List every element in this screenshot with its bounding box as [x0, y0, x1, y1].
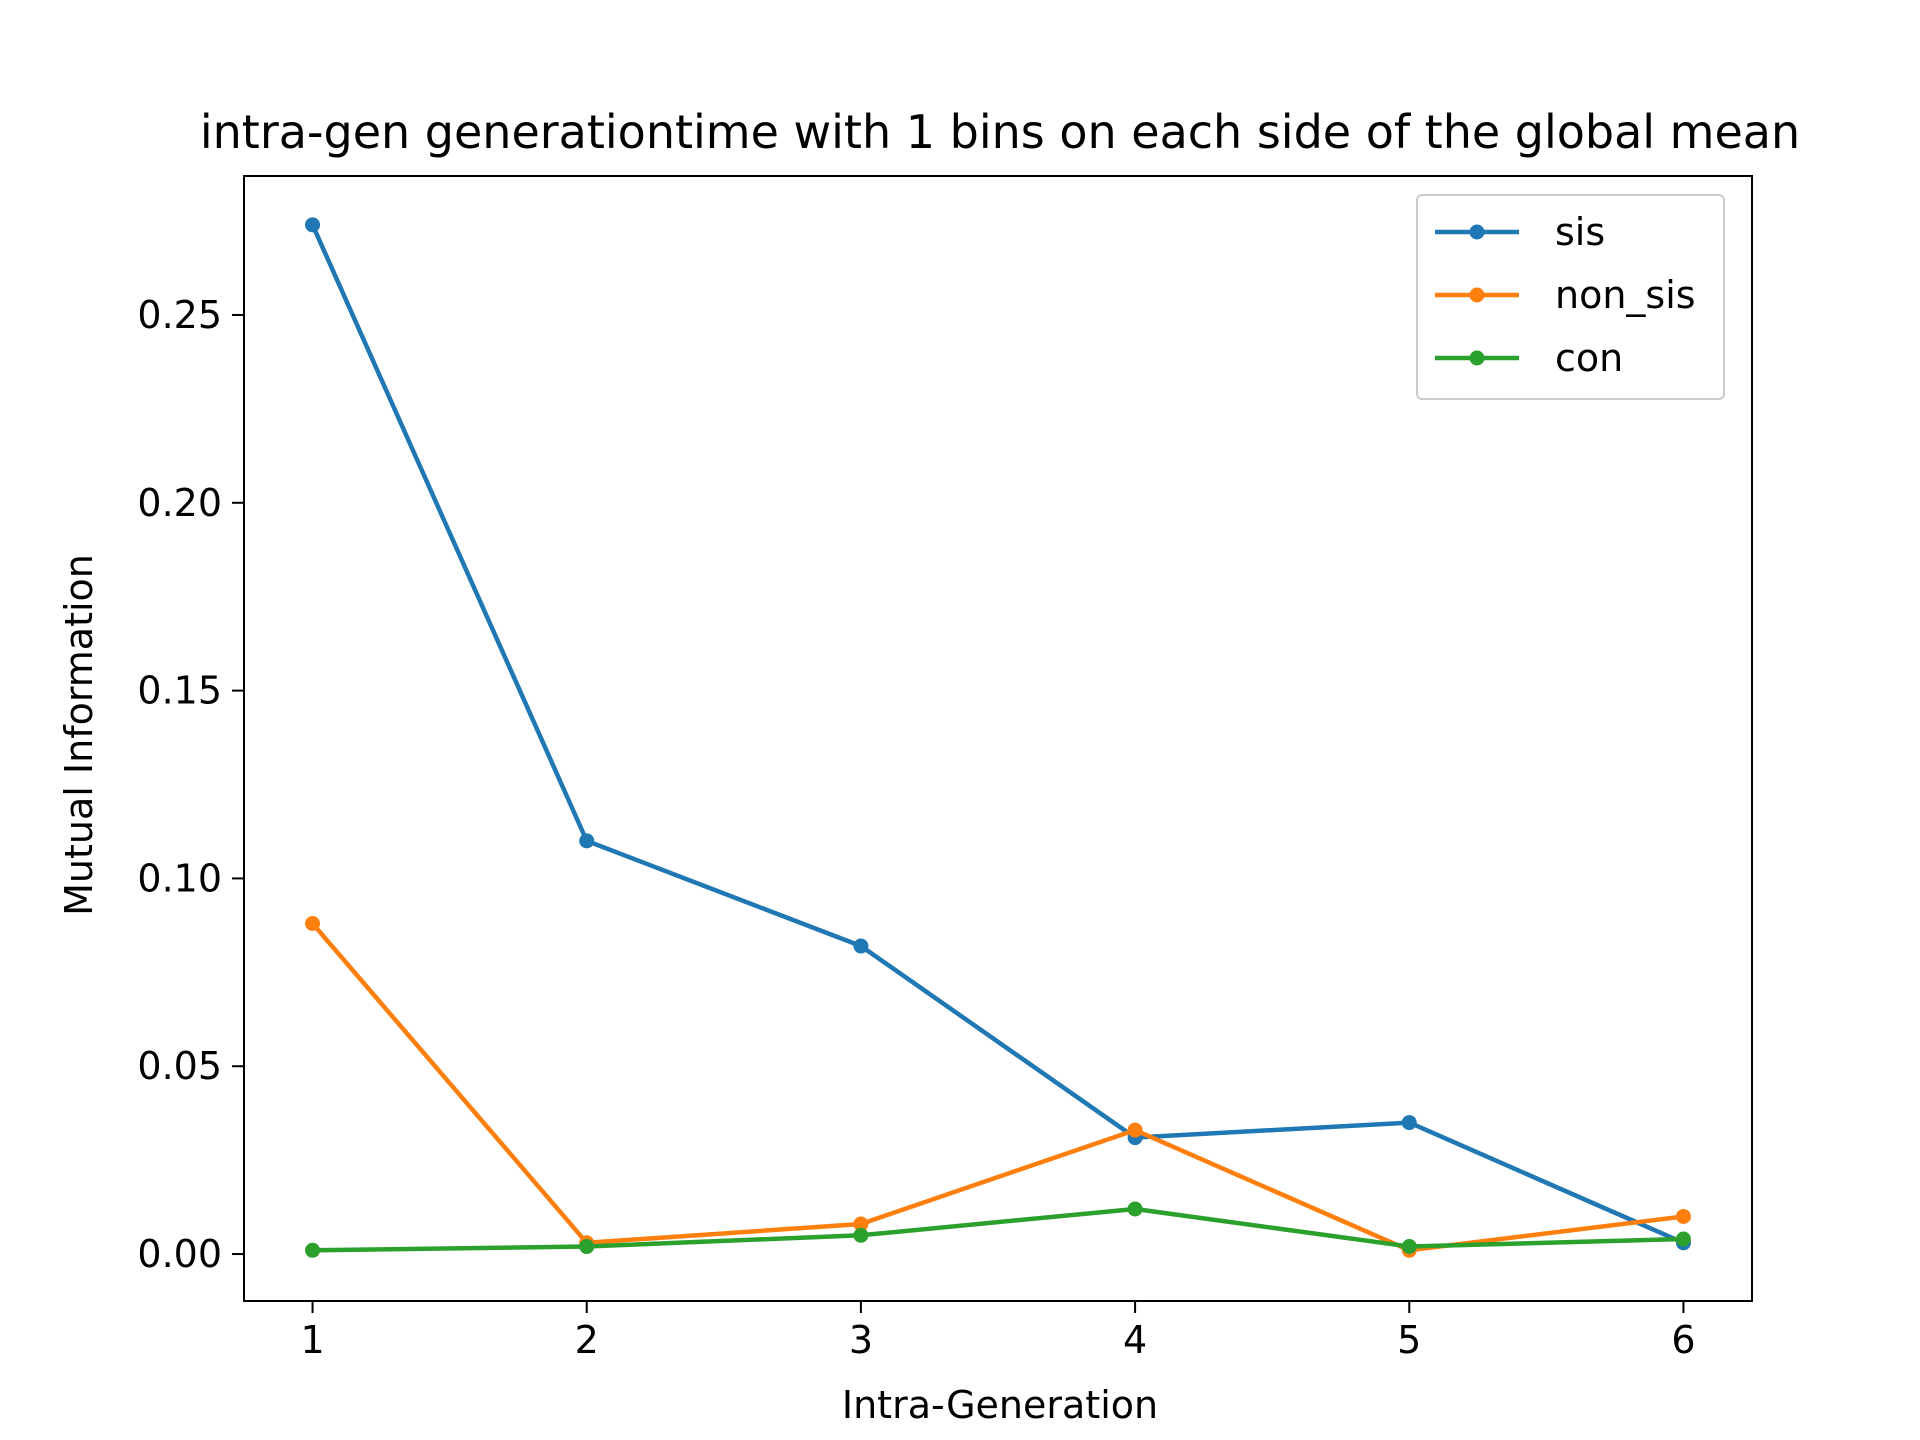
series-layer [305, 217, 1691, 1258]
data-point-non_sis-1 [305, 915, 321, 931]
data-point-sis-3 [853, 938, 869, 954]
legend-label-con: con [1555, 336, 1623, 380]
data-point-non_sis-6 [1675, 1208, 1691, 1224]
legend-box [1416, 194, 1725, 400]
y-tick-label: 0.20 [137, 481, 222, 525]
x-tick-label: 6 [1671, 1318, 1695, 1362]
legend-item-sis: sis [1435, 210, 1605, 254]
legend-marker-non_sis [1469, 287, 1485, 303]
data-point-con-3 [853, 1227, 869, 1243]
data-point-con-1 [305, 1242, 321, 1258]
data-point-con-5 [1401, 1239, 1417, 1255]
y-tick-label: 0.00 [137, 1232, 222, 1276]
plot-frame [243, 175, 1753, 1302]
series-con [305, 1201, 1691, 1258]
series-line-con [310, 1206, 1686, 1253]
x-tick-label: 4 [1123, 1318, 1147, 1362]
legend-item-con: con [1435, 336, 1623, 380]
legend-label-non_sis: non_sis [1555, 273, 1696, 317]
data-point-con-2 [579, 1239, 595, 1255]
x-tick-label: 5 [1397, 1318, 1421, 1362]
data-point-con-4 [1127, 1201, 1143, 1217]
x-axis-label: Intra-Generation [842, 1383, 1158, 1427]
x-tick-label: 1 [300, 1318, 324, 1362]
legend-marker-con [1469, 350, 1485, 366]
x-tick-label: 2 [575, 1318, 599, 1362]
legend-marker-sis [1469, 224, 1485, 240]
chart-title: intra-gen generationtime with 1 bins on … [200, 105, 1800, 159]
axes-layer: 1 2 3 4 5 6 0.00 0.05 0.10 0.15 0.20 0.25 [137, 175, 1753, 1362]
y-axis-label: Mutual Information [57, 554, 101, 916]
y-tick-label: 0.10 [137, 856, 222, 900]
data-point-sis-1 [305, 217, 321, 233]
legend-label-sis: sis [1555, 210, 1605, 254]
data-point-sis-2 [579, 833, 595, 849]
data-point-con-6 [1675, 1231, 1691, 1247]
x-tick-label: 3 [849, 1318, 873, 1362]
data-point-sis-5 [1401, 1115, 1417, 1131]
data-point-non_sis-3 [853, 1216, 869, 1232]
series-line-sis [309, 221, 1687, 1246]
y-tick-label: 0.05 [137, 1044, 222, 1088]
data-point-non_sis-4 [1127, 1122, 1143, 1138]
legend-item-non_sis: non_sis [1435, 273, 1696, 317]
y-tick-label: 0.25 [137, 293, 222, 337]
y-tick-label: 0.15 [137, 669, 222, 713]
